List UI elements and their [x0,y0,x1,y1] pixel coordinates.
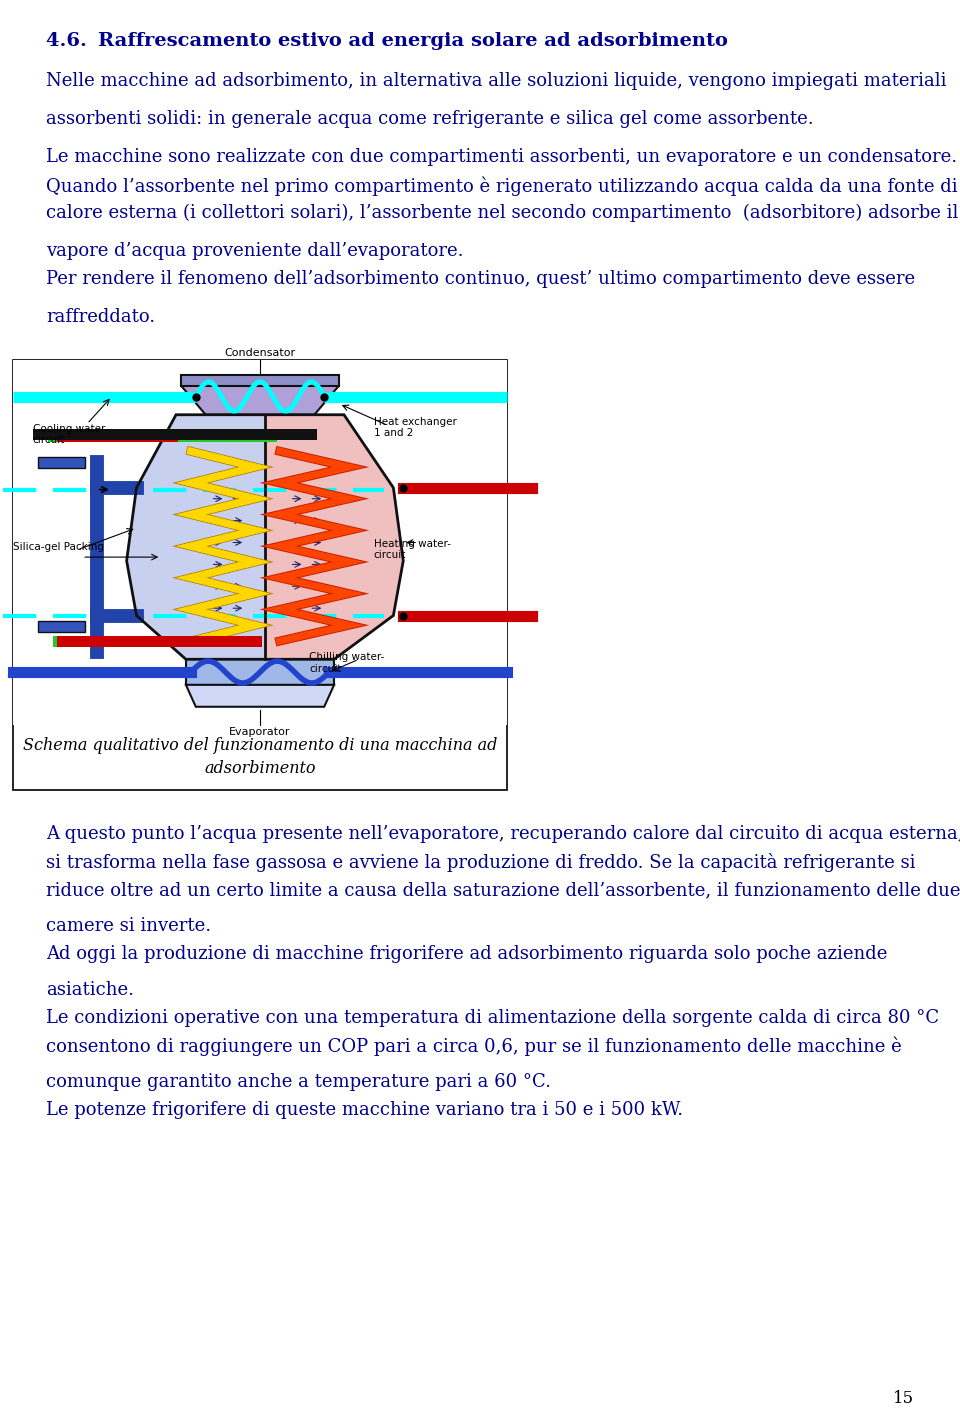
Text: Heating water-
circuit: Heating water- circuit [373,539,450,560]
Bar [33,429,169,441]
Text: consentono di raggiungere un COP pari a circa 0,6, pur se il funzionamento delle: consentono di raggiungere un COP pari a … [46,1037,901,1056]
Bar [53,635,163,647]
Text: 4.6.: 4.6. [46,33,108,50]
Bar [37,456,84,468]
Bar [58,635,262,647]
Bar [33,429,317,441]
Text: Ad oggi la produzione di macchine frigorifere ad adsorbimento riguarda solo poch: Ad oggi la produzione di macchine frigor… [46,945,887,963]
Polygon shape [180,375,339,385]
Bar [13,360,507,725]
Text: Le condizioni operative con una temperatura di alimentazione della sorgente cald: Le condizioni operative con una temperat… [46,1009,939,1027]
Text: Cooling water-
circuit: Cooling water- circuit [33,423,108,445]
Text: riduce oltre ad un certo limite a causa della saturazione dell’assorbente, il fu: riduce oltre ad un certo limite a causa … [46,881,960,899]
Text: Condensator: Condensator [225,348,296,358]
Text: A questo punto l’acqua presente nell’evaporatore, recuperando calore dal circuit: A questo punto l’acqua presente nell’eva… [46,826,960,843]
Text: Silica-gel Packing: Silica-gel Packing [13,543,104,553]
Text: raffreddato.: raffreddato. [46,308,156,325]
Bar [48,431,277,442]
Bar [58,431,179,442]
Text: adsorbimento: adsorbimento [204,760,316,777]
Text: Heat exchanger
1 and 2: Heat exchanger 1 and 2 [373,416,457,438]
Text: Per rendere il fenomeno dell’adsorbimento continuo, quest’ ultimo compartimento : Per rendere il fenomeno dell’adsorbiment… [46,270,915,288]
Text: comunque garantito anche a temperature pari a 60 °C.: comunque garantito anche a temperature p… [46,1073,551,1091]
Bar [37,621,84,632]
Text: Nelle macchine ad adsorbimento, in alternativa alle soluzioni liquide, vengono i: Nelle macchine ad adsorbimento, in alter… [46,72,947,90]
Polygon shape [127,415,265,659]
Text: Evaporator: Evaporator [229,726,291,737]
Text: Schema qualitativo del funzionamento di una macchina ad: Schema qualitativo del funzionamento di … [23,737,497,755]
Text: 15: 15 [893,1390,914,1407]
Text: Le potenze frigorifere di queste macchine variano tra i 50 e i 500 kW.: Le potenze frigorifere di queste macchin… [46,1101,684,1118]
Text: asiatiche.: asiatiche. [46,980,134,999]
Text: si trasforma nella fase gassosa e avviene la produzione di freddo. Se la capacit: si trasforma nella fase gassosa e avvien… [46,853,916,872]
Bar [13,360,507,790]
Text: camere si inverte.: camere si inverte. [46,917,211,935]
Polygon shape [265,415,403,659]
Text: Quando l’assorbente nel primo compartimento è rigenerato utilizzando acqua calda: Quando l’assorbente nel primo compartime… [46,176,958,196]
Polygon shape [186,685,334,706]
Polygon shape [186,659,334,685]
Text: Le macchine sono realizzate con due compartimenti assorbenti, un evaporatore e u: Le macchine sono realizzate con due comp… [46,148,957,166]
Text: assorbenti solidi: in generale acqua come refrigerante e silica gel come assorbe: assorbenti solidi: in generale acqua com… [46,109,814,128]
Text: Chilling water-
circuit: Chilling water- circuit [309,652,385,674]
Text: calore esterna (i collettori solari), l’assorbente nel secondo compartimento  (a: calore esterna (i collettori solari), l’… [46,205,958,222]
Text: vapore d’acqua proveniente dall’evaporatore.: vapore d’acqua proveniente dall’evaporat… [46,242,464,260]
Text: Raffrescamento estivo ad energia solare ad adsorbimento: Raffrescamento estivo ad energia solare … [98,33,728,50]
Polygon shape [180,385,339,415]
